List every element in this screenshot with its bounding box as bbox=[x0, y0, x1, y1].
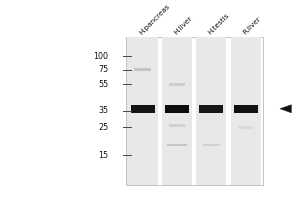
FancyBboxPatch shape bbox=[167, 144, 187, 146]
FancyBboxPatch shape bbox=[233, 105, 258, 113]
FancyBboxPatch shape bbox=[199, 105, 224, 113]
FancyBboxPatch shape bbox=[203, 144, 220, 146]
FancyBboxPatch shape bbox=[126, 37, 263, 185]
FancyBboxPatch shape bbox=[196, 37, 226, 185]
FancyBboxPatch shape bbox=[130, 105, 155, 113]
FancyBboxPatch shape bbox=[169, 124, 185, 127]
Polygon shape bbox=[280, 105, 291, 113]
FancyBboxPatch shape bbox=[134, 68, 151, 71]
Text: R.liver: R.liver bbox=[242, 16, 262, 36]
Text: 25: 25 bbox=[98, 123, 108, 132]
Text: 55: 55 bbox=[98, 80, 108, 89]
FancyBboxPatch shape bbox=[128, 37, 158, 185]
Text: H.testis: H.testis bbox=[207, 13, 231, 36]
FancyBboxPatch shape bbox=[162, 37, 192, 185]
FancyBboxPatch shape bbox=[169, 83, 185, 86]
Text: 75: 75 bbox=[98, 65, 108, 74]
FancyBboxPatch shape bbox=[238, 126, 253, 129]
FancyBboxPatch shape bbox=[165, 105, 189, 113]
Text: 15: 15 bbox=[98, 151, 108, 160]
Text: 35: 35 bbox=[98, 106, 108, 115]
FancyBboxPatch shape bbox=[230, 37, 261, 185]
Text: 100: 100 bbox=[93, 52, 108, 61]
Text: H.liver: H.liver bbox=[173, 15, 194, 36]
Text: H.pancreas: H.pancreas bbox=[138, 3, 171, 36]
